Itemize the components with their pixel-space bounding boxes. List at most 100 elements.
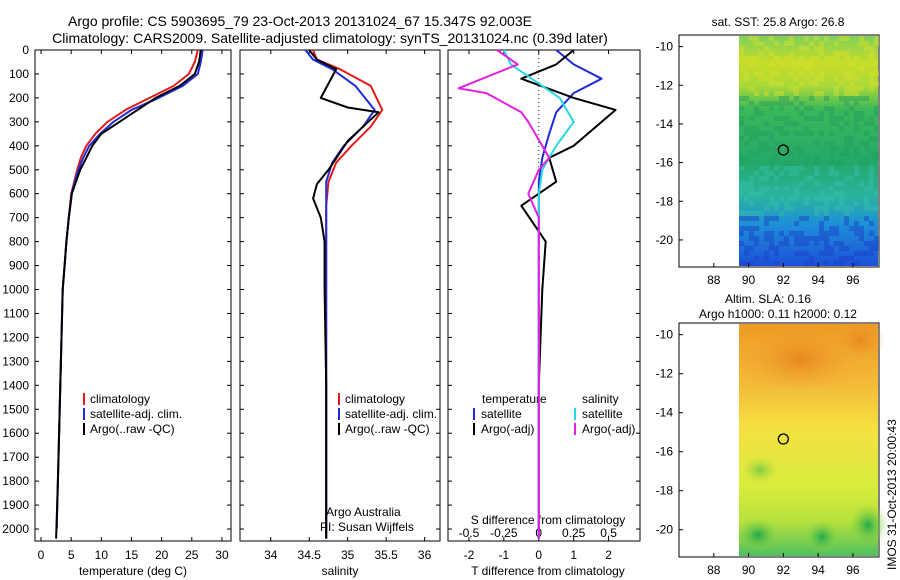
sst-pixel — [739, 56, 744, 61]
sst-pixel — [864, 241, 869, 246]
sst-pixel — [814, 241, 819, 246]
sst-pixel — [789, 206, 794, 211]
sst-pixel — [759, 141, 764, 146]
sst-pixel — [794, 86, 799, 91]
y-tick-label: 1200 — [2, 330, 29, 344]
sst-pixel — [769, 131, 774, 136]
sst-pixel — [844, 176, 849, 181]
sst-pixel — [739, 136, 744, 141]
sst-pixel — [814, 36, 819, 41]
x-tick-label: 10 — [95, 548, 109, 562]
y-tick-label: 1800 — [2, 474, 29, 488]
sst-pixel — [799, 251, 804, 256]
sst-pixel — [869, 71, 874, 76]
sst-pixel — [829, 106, 834, 111]
sst-pixel — [854, 86, 859, 91]
sst-pixel — [784, 146, 789, 151]
sst-pixel — [789, 41, 794, 46]
sst-pixel — [814, 196, 819, 201]
sst-pixel — [829, 186, 834, 191]
map-y-tick-label: -20 — [656, 523, 674, 537]
sst-pixel — [764, 171, 769, 176]
sst-pixel — [759, 176, 764, 181]
sst-pixel — [784, 56, 789, 61]
map-y-tick-label: -10 — [656, 328, 674, 342]
sst-pixel — [824, 246, 829, 251]
sst-pixel — [844, 146, 849, 151]
sst-pixel — [784, 166, 789, 171]
sst-pixel — [759, 211, 764, 216]
sst-pixel — [779, 141, 784, 146]
sst-pixel — [854, 151, 859, 156]
sst-pixel — [814, 46, 819, 51]
sst-pixel — [834, 41, 839, 46]
sst-pixel — [829, 141, 834, 146]
sst-pixel — [849, 136, 854, 141]
sst-pixel — [794, 186, 799, 191]
sst-pixel — [829, 121, 834, 126]
sst-pixel — [839, 51, 844, 56]
sst-pixel — [764, 176, 769, 181]
sst-pixel — [799, 101, 804, 106]
map-y-tick-label: -10 — [656, 40, 674, 54]
sst-pixel — [779, 196, 784, 201]
sst-pixel — [749, 176, 754, 181]
sst-pixel — [814, 116, 819, 121]
sst-pixel — [794, 146, 799, 151]
sst-pixel — [804, 66, 809, 71]
sst-pixel — [854, 201, 859, 206]
sst-pixel — [774, 186, 779, 191]
sst-pixel — [744, 186, 749, 191]
sst-pixel — [779, 61, 784, 66]
sst-pixel — [834, 206, 839, 211]
sst-pixel — [809, 41, 814, 46]
sst-pixel — [764, 256, 769, 261]
sst-pixel — [854, 116, 859, 121]
sst-pixel — [799, 151, 804, 156]
sst-pixel — [764, 186, 769, 191]
sst-pixel — [824, 231, 829, 236]
sst-pixel — [779, 81, 784, 86]
sst-pixel — [759, 71, 764, 76]
sst-pixel — [874, 191, 879, 196]
sst-pixel — [814, 141, 819, 146]
sst-pixel — [869, 51, 874, 56]
y-tick-label: 300 — [9, 115, 29, 129]
sst-pixel — [814, 81, 819, 86]
sst-pixel — [799, 61, 804, 66]
sst-pixel — [784, 101, 789, 106]
sst-pixel — [839, 126, 844, 131]
sst-pixel — [744, 226, 749, 231]
sst-pixel — [814, 156, 819, 161]
sst-pixel — [804, 131, 809, 136]
s-tick-label: -0.25 — [490, 526, 518, 540]
sst-pixel — [849, 76, 854, 81]
sst-pixel — [854, 231, 859, 236]
sst-pixel — [749, 86, 754, 91]
sst-pixel — [744, 156, 749, 161]
sst-pixel — [789, 166, 794, 171]
sst-pixel — [819, 91, 824, 96]
sst-pixel — [829, 146, 834, 151]
sst-pixel — [859, 181, 864, 186]
x-tick-label: -2 — [464, 548, 475, 562]
sst-pixel — [834, 76, 839, 81]
sst-pixel — [864, 196, 869, 201]
y-tick-label: 0 — [22, 43, 29, 57]
sst-pixel — [794, 231, 799, 236]
sst-pixel — [799, 231, 804, 236]
temperature-panel — [34, 49, 232, 542]
sst-pixel — [844, 91, 849, 96]
sst-pixel — [839, 181, 844, 186]
sst-pixel — [834, 121, 839, 126]
sst-pixel — [869, 121, 874, 126]
sst-pixel — [774, 71, 779, 76]
sst-pixel — [739, 186, 744, 191]
sst-pixel — [809, 71, 814, 76]
sst-pixel — [874, 41, 879, 46]
legend-s-argo: Argo(-adj) — [582, 422, 635, 436]
sst-pixel — [749, 181, 754, 186]
sst-pixel — [819, 111, 824, 116]
sst-pixel — [814, 211, 819, 216]
y-tick-label: 800 — [9, 235, 29, 249]
